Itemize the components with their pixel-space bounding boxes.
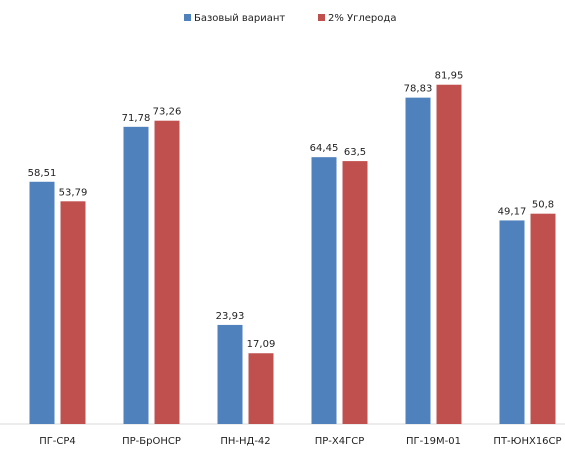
legend-label-carbon: 2% Углерода <box>328 13 396 24</box>
data-label-carbon-1: 73,26 <box>153 107 182 118</box>
data-label-base-3: 64,45 <box>310 143 339 154</box>
legend-label-base: Базовый вариант <box>194 13 285 24</box>
category-label-3: ПР-Х4ГСР <box>315 436 364 447</box>
bar-carbon-3 <box>342 161 368 425</box>
category-label-5: ПТ-ЮНХ16СР <box>493 436 561 447</box>
bar-carbon-2 <box>248 353 274 424</box>
bar-carbon-5 <box>530 213 556 424</box>
bar-base-4 <box>405 97 431 424</box>
bar-base-1 <box>123 126 149 424</box>
legend-swatch-carbon <box>318 14 325 21</box>
bar-base-5 <box>499 220 525 424</box>
bar-carbon-1 <box>154 120 180 424</box>
data-label-carbon-3: 63,5 <box>344 147 366 158</box>
category-label-0: ПГ-СР4 <box>39 436 76 447</box>
data-label-carbon-0: 53,79 <box>59 187 88 198</box>
data-label-base-4: 78,83 <box>404 84 433 95</box>
bars-group <box>29 84 556 425</box>
bar-base-3 <box>311 157 337 424</box>
bar-carbon-0 <box>60 201 86 424</box>
data-label-base-0: 58,51 <box>28 168 57 179</box>
data-label-carbon-2: 17,09 <box>247 339 276 350</box>
data-label-base-1: 71,78 <box>122 113 151 124</box>
category-label-2: ПН-НД-42 <box>220 436 270 447</box>
data-label-carbon-5: 50,8 <box>532 200 554 211</box>
data-label-base-5: 49,17 <box>498 206 527 217</box>
legend-swatch-base <box>184 14 191 21</box>
bar-carbon-4 <box>436 84 462 425</box>
category-label-4: ПГ-19М-01 <box>406 436 461 447</box>
bar-base-2 <box>217 324 243 424</box>
category-labels-group: ПГ-СР4 ПР-БрОНСР ПН-НД-42 ПР-Х4ГСР ПГ-19М-01… <box>39 436 561 447</box>
bar-base-0 <box>29 181 55 424</box>
data-label-base-2: 23,93 <box>216 311 245 322</box>
category-label-1: ПР-БрОНСР <box>122 436 181 447</box>
data-label-carbon-4: 81,95 <box>435 71 464 82</box>
legend: Базовый вариант 2% Углерода <box>184 13 396 24</box>
